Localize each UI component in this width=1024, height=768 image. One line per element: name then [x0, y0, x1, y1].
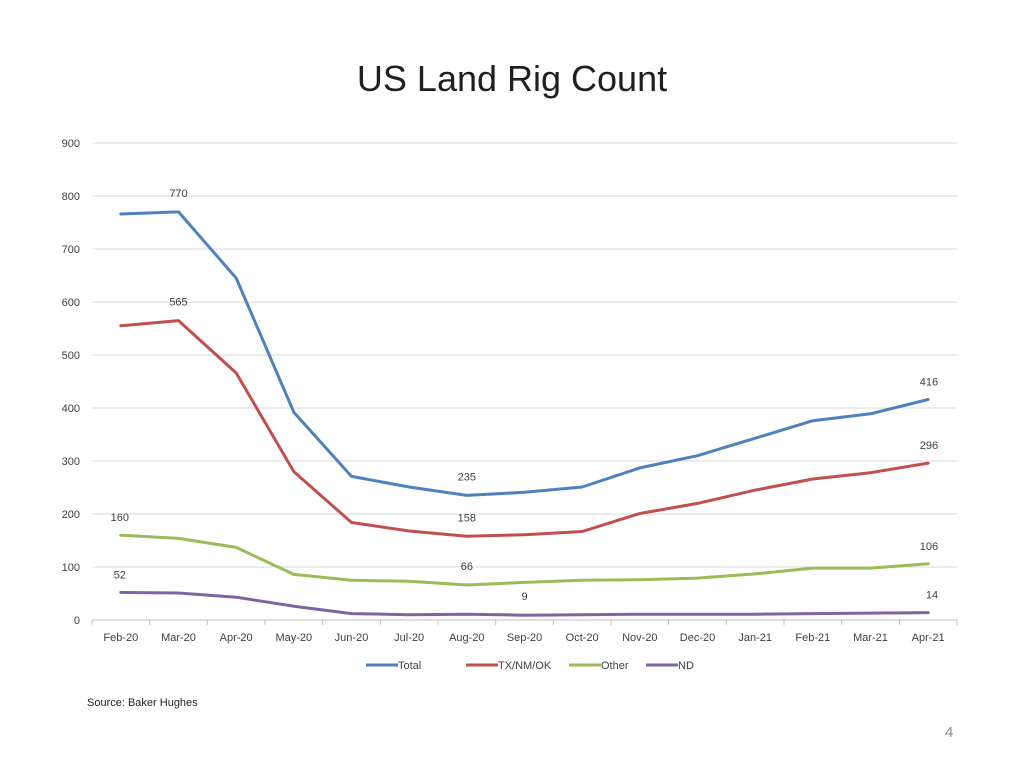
x-tick-label: Mar-20 [161, 632, 196, 644]
data-label: 9 [521, 591, 527, 603]
data-label: 52 [114, 569, 126, 581]
data-label: 565 [169, 297, 187, 309]
data-label: 106 [920, 541, 938, 553]
series-line-nd [119, 590, 930, 617]
x-tick-label: Jun-20 [335, 632, 369, 644]
line-chart: 0 100 200 300 400 500 600 700 800 900 Feb-20 Mar-2… [62, 138, 958, 672]
x-tick-label: Feb-20 [103, 632, 138, 644]
legend-label: ND [678, 660, 694, 672]
x-tick-label: Dec-20 [680, 632, 715, 644]
x-tick-label: Feb-21 [795, 632, 830, 644]
data-label: 158 [458, 512, 476, 524]
y-tick-label: 100 [62, 562, 80, 574]
series-group [119, 210, 930, 617]
x-axis: Feb-20 Mar-20 Apr-20 May-20 Jun-20 Jul-20 Aug-… [91, 619, 958, 644]
x-tick-label: Jan-21 [738, 632, 772, 644]
y-tick-label: 500 [62, 350, 80, 362]
x-tick-label: Oct-20 [566, 632, 599, 644]
y-tick-label: 300 [62, 456, 80, 468]
data-label: 296 [920, 440, 938, 452]
data-labels: 770 235 416 565 158 296 160 66 106 52 9 14 [111, 188, 939, 603]
data-label: 235 [458, 471, 476, 483]
x-tick-label: Nov-20 [622, 632, 657, 644]
legend: Total TX/NM/OK Other ND [366, 660, 694, 672]
series-line-total [119, 210, 930, 497]
x-tick-label: Apr-20 [220, 632, 253, 644]
series-line-other [119, 533, 930, 587]
x-tick-label: May-20 [275, 632, 312, 644]
x-tick-label: Mar-21 [853, 632, 888, 644]
x-tick-label: Apr-21 [912, 632, 945, 644]
series-line-tx-nm-ok [119, 319, 930, 538]
y-tick-label: 900 [62, 138, 80, 150]
gridlines [92, 142, 957, 568]
data-label: 14 [926, 590, 938, 602]
x-tick-label: Sep-20 [507, 632, 542, 644]
y-tick-label: 200 [62, 509, 80, 521]
x-tick-label: Jul-20 [394, 632, 424, 644]
data-label: 416 [920, 377, 938, 389]
y-tick-label: 400 [62, 403, 80, 415]
legend-label: Total [398, 660, 421, 672]
legend-label: TX/NM/OK [498, 660, 552, 672]
data-label: 160 [111, 512, 129, 524]
data-label: 66 [461, 561, 473, 573]
y-tick-label: 0 [74, 615, 80, 627]
x-tick-label: Aug-20 [449, 632, 484, 644]
y-tick-label: 700 [62, 244, 80, 256]
data-label: 770 [169, 188, 187, 200]
y-tick-label: 800 [62, 191, 80, 203]
y-tick-label: 600 [62, 297, 80, 309]
chart-title: US Land Rig Count [356, 58, 668, 99]
legend-label: Other [601, 660, 629, 672]
page-number: 4 [945, 724, 954, 741]
y-axis: 0 100 200 300 400 500 600 700 800 900 [62, 138, 80, 627]
source-note: Source: Baker Hughes [87, 697, 198, 709]
